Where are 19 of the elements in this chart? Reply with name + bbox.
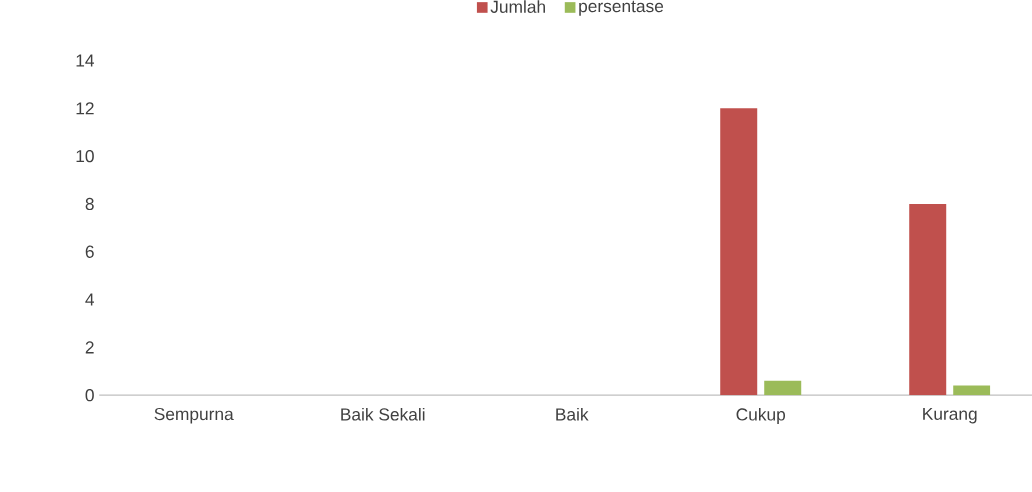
y-tick-label: 6	[85, 245, 94, 258]
bar	[909, 203, 947, 396]
bar	[720, 108, 758, 396]
y-tick-label: 8	[85, 197, 94, 211]
y-tick-label: 10	[76, 149, 94, 163]
y-tick-label: 14	[76, 54, 95, 67]
y-tick-label: 4	[85, 293, 95, 306]
x-tick-label: Cukup	[736, 407, 786, 425]
legend-label: Jumlah	[490, 0, 545, 13]
y-tick-label: 2	[85, 341, 94, 354]
x-tick-label: Baik	[556, 407, 589, 421]
x-tick-label: Sempurna	[154, 407, 234, 424]
bar	[764, 380, 802, 396]
x-tick-label: Baik Sekali	[341, 407, 425, 421]
y-tick-label: 0	[85, 389, 94, 402]
bar	[953, 385, 991, 396]
legend-label: persentase	[579, 0, 664, 16]
y-tick-label: 12	[76, 102, 94, 115]
x-tick-label: Kurang	[923, 407, 977, 424]
